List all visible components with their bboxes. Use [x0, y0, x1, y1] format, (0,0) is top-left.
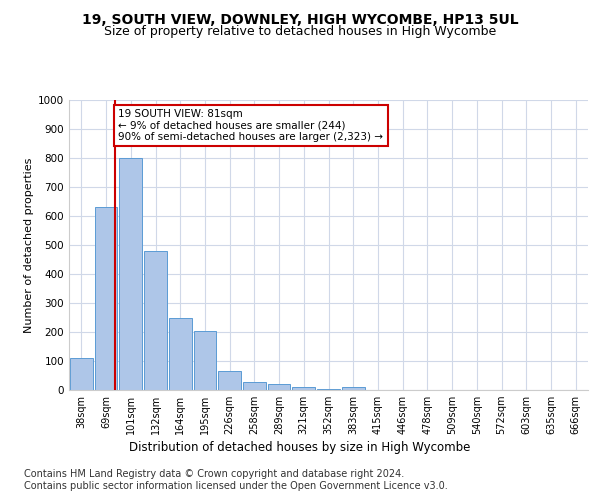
Bar — [95, 208, 118, 390]
Bar — [218, 371, 241, 390]
Bar — [268, 384, 290, 390]
Bar — [243, 382, 266, 390]
Text: Size of property relative to detached houses in High Wycombe: Size of property relative to detached ho… — [104, 25, 496, 38]
Bar — [292, 387, 315, 390]
Bar — [169, 318, 191, 390]
Bar — [342, 387, 365, 390]
Bar — [119, 158, 142, 390]
Text: 19 SOUTH VIEW: 81sqm
← 9% of detached houses are smaller (244)
90% of semi-detac: 19 SOUTH VIEW: 81sqm ← 9% of detached ho… — [118, 108, 383, 142]
Y-axis label: Number of detached properties: Number of detached properties — [24, 158, 34, 332]
Bar — [70, 358, 93, 390]
Text: Distribution of detached houses by size in High Wycombe: Distribution of detached houses by size … — [130, 441, 470, 454]
Text: 19, SOUTH VIEW, DOWNLEY, HIGH WYCOMBE, HP13 5UL: 19, SOUTH VIEW, DOWNLEY, HIGH WYCOMBE, H… — [82, 12, 518, 26]
Bar — [194, 330, 216, 390]
Text: Contains HM Land Registry data © Crown copyright and database right 2024.
Contai: Contains HM Land Registry data © Crown c… — [24, 469, 448, 490]
Bar — [144, 251, 167, 390]
Bar — [317, 388, 340, 390]
